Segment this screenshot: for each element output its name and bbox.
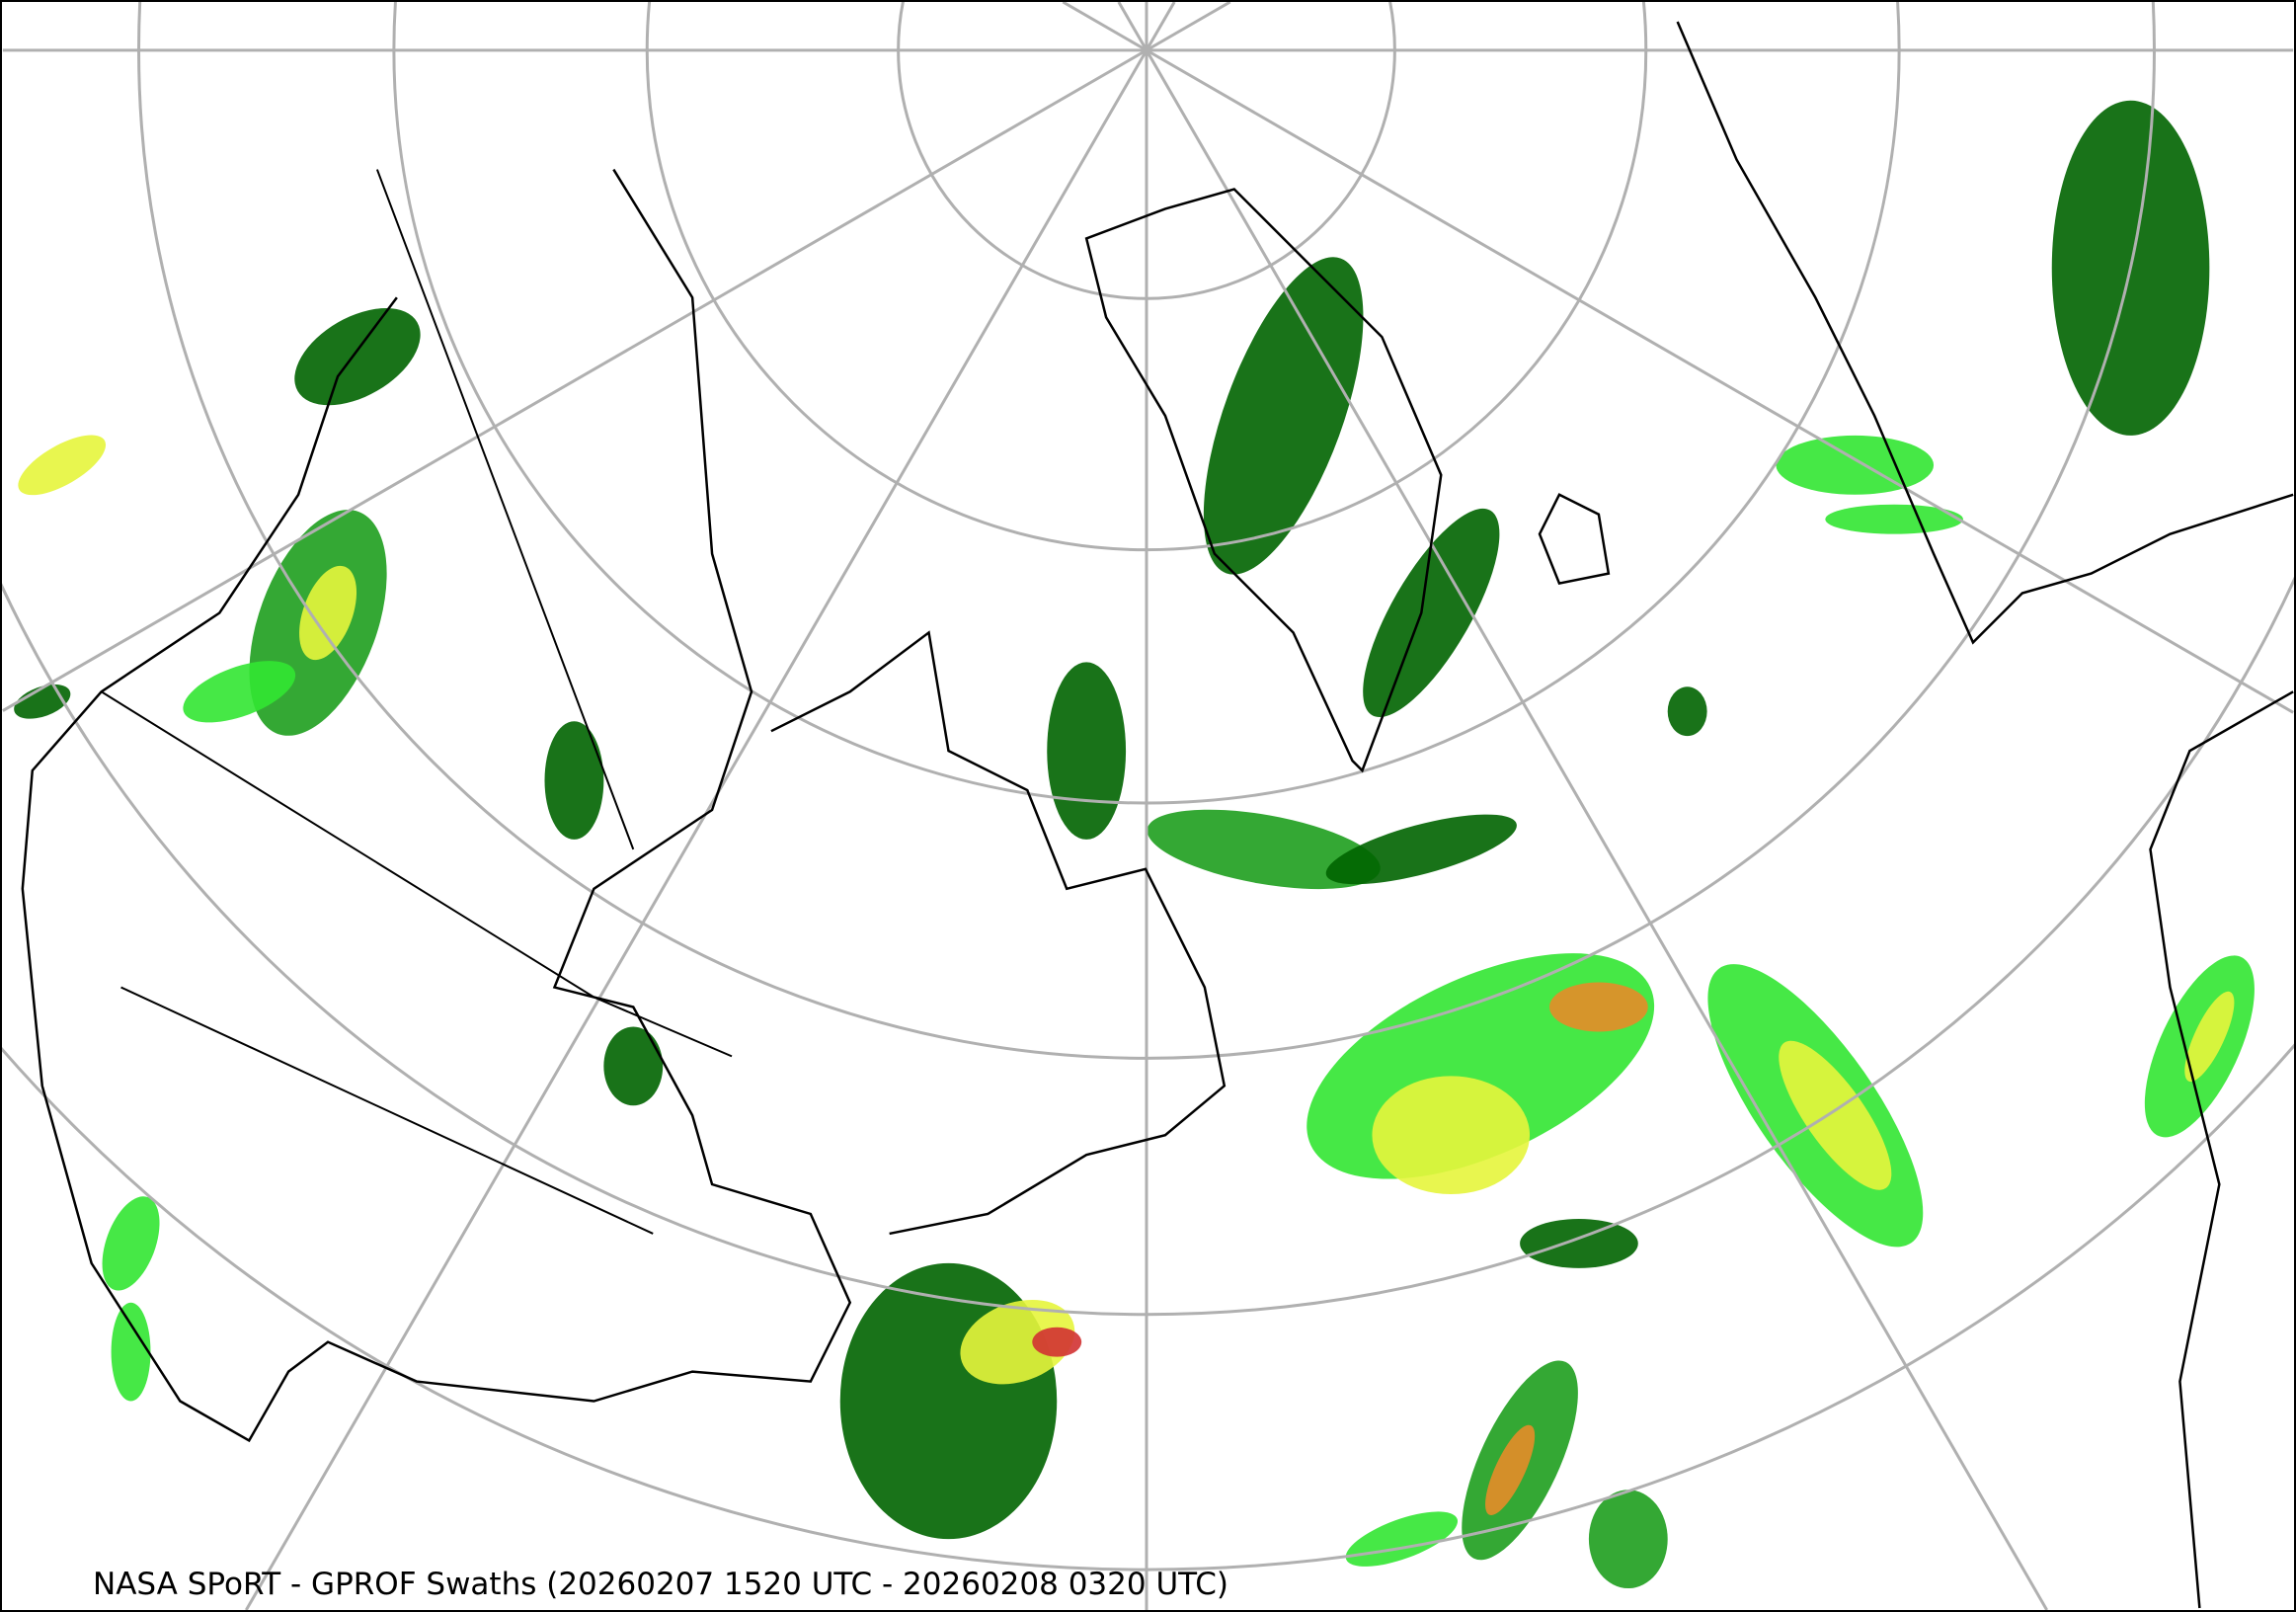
- precip-swath: [1779, 1040, 1892, 1190]
- meridian-line: [2, 48, 1148, 712]
- coastline: [21, 168, 852, 1443]
- meridian-line: [1062, 2, 1148, 52]
- precip-swath: [111, 1302, 151, 1402]
- precip-swath: [1520, 1218, 1638, 1268]
- precip-swath: [1825, 504, 1963, 534]
- precip-swath: [18, 435, 107, 496]
- precip-swath: [1032, 1327, 1082, 1357]
- precip-swath: [603, 1026, 664, 1106]
- coastline: [1676, 21, 2294, 645]
- meridian-line: [1146, 48, 2294, 714]
- precip-swath: [1776, 435, 1935, 495]
- precip-swath: [1047, 662, 1127, 840]
- precip-swath: [960, 1299, 1075, 1385]
- political-border: [101, 169, 733, 1235]
- meridian-line: [245, 49, 1148, 1610]
- coastline: [1538, 493, 1611, 585]
- precip-swath: [1372, 1076, 1531, 1195]
- meridian-line: [1117, 2, 1148, 51]
- precip-swath: [294, 307, 421, 406]
- precip-swath: [1588, 1490, 1668, 1589]
- precip-swath: [299, 565, 357, 661]
- precip-swath: [1147, 809, 1381, 890]
- precip-swath: [544, 721, 604, 840]
- precip-swath: [1203, 257, 1364, 575]
- precip-swath: [102, 1196, 160, 1291]
- meridian-line: [1145, 49, 2049, 1610]
- precip-swath: [1667, 686, 1707, 737]
- coastline: [1084, 188, 1443, 773]
- precip-swath: [1325, 814, 1517, 885]
- precip-swath: [1549, 982, 1648, 1032]
- meridian-line: [1145, 2, 1176, 51]
- map-caption: NASA SPoRT - GPROF Swaths (20260207 1520…: [93, 1567, 1228, 1602]
- precip-swath: [1363, 508, 1500, 718]
- precip-swath: [2184, 991, 2235, 1083]
- precip-swath: [14, 684, 71, 719]
- meridian-line: [1146, 2, 1231, 52]
- coastline: [770, 630, 1227, 1236]
- coastline: [2149, 690, 2294, 1609]
- precip-swath: [183, 661, 296, 723]
- precip-swath: [1485, 1424, 1536, 1515]
